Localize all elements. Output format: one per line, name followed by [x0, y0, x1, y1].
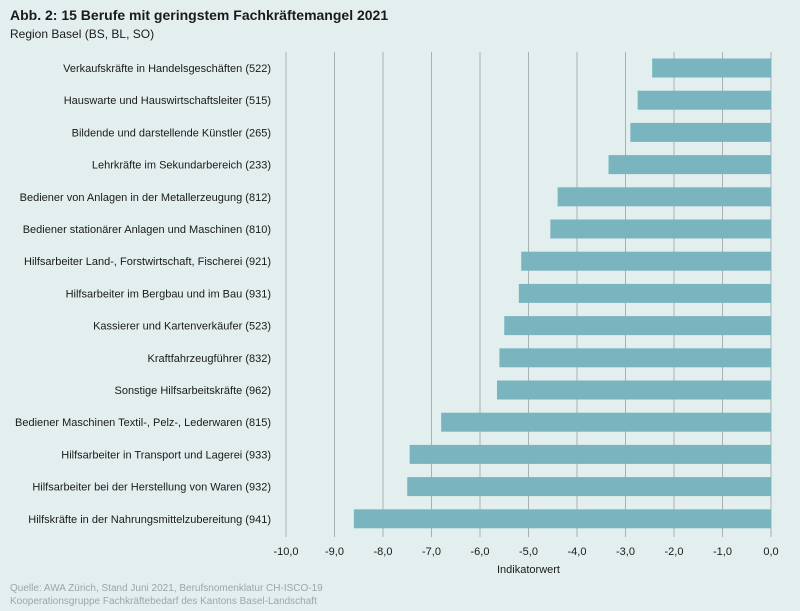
source-line-2: Kooperationsgruppe Fachkräftebedarf des … [10, 596, 317, 607]
bar [496, 380, 771, 400]
bar [407, 477, 771, 497]
bar [630, 122, 771, 142]
category-label: Hilfsarbeiter bei der Herstellung von Wa… [32, 482, 271, 494]
x-tick-label: -5,0 [519, 546, 538, 558]
bars [353, 58, 771, 529]
bar [637, 90, 771, 110]
bar [409, 444, 771, 464]
category-label: Hilfsarbeiter im Bergbau und im Bau (931… [66, 288, 271, 300]
category-label: Hauswarte und Hauswirtschaftsleiter (515… [64, 95, 271, 107]
x-axis-title: Indikatorwert [497, 564, 560, 576]
bar [441, 412, 771, 432]
category-labels: Verkaufskräfte in Handelsgeschäften (522… [15, 63, 271, 526]
category-label: Kassierer und Kartenverkäufer (523) [93, 321, 271, 333]
bar [652, 58, 771, 78]
bar [608, 155, 771, 175]
category-label: Hilfsarbeiter Land-, Forstwirtschaft, Fi… [24, 256, 271, 268]
category-label: Kraftfahrzeugführer (832) [147, 353, 271, 365]
x-tick-label: -1,0 [713, 546, 732, 558]
category-label: Verkaufskräfte in Handelsgeschäften (522… [63, 63, 271, 75]
source-line-1: Quelle: AWA Zürich, Stand Juni 2021, Ber… [10, 583, 323, 594]
bar [557, 187, 771, 207]
category-label: Bediener von Anlagen in der Metallerzeug… [20, 192, 271, 204]
category-label: Bildende und darstellende Künstler (265) [72, 127, 271, 139]
x-tick-label: -4,0 [568, 546, 587, 558]
category-label: Sonstige Hilfsarbeitskräfte (962) [114, 385, 271, 397]
x-tick-label: -7,0 [422, 546, 441, 558]
bar [550, 219, 771, 239]
bar [504, 316, 771, 336]
bar-chart: Verkaufskräfte in Handelsgeschäften (522… [15, 52, 779, 576]
x-tick-label: -8,0 [374, 546, 393, 558]
x-tick-label: -2,0 [665, 546, 684, 558]
source-note: Quelle: AWA Zürich, Stand Juni 2021, Ber… [10, 582, 323, 608]
x-tick-label: 0,0 [763, 546, 778, 558]
x-tick-label: -9,0 [325, 546, 344, 558]
bar [521, 251, 771, 271]
chart-subtitle: Region Basel (BS, BL, SO) [10, 27, 155, 41]
category-label: Hilfsarbeiter in Transport und Lagerei (… [61, 449, 271, 461]
bar [518, 283, 771, 303]
category-label: Lehrkräfte im Sekundarbereich (233) [92, 160, 271, 172]
bar [499, 348, 771, 368]
x-tick-label: -6,0 [471, 546, 490, 558]
category-label: Bediener stationärer Anlagen und Maschin… [23, 224, 271, 236]
x-tick-label: -10,0 [273, 546, 298, 558]
x-tick-label: -3,0 [616, 546, 635, 558]
x-tick-labels: -10,0 -9,0 -8,0 -7,0 -6,0 -5,0 -4,0 -3,0 -2,0 -1,… [273, 546, 778, 558]
chart-title: Abb. 2: 15 Berufe mit geringstem Fachkrä… [10, 7, 389, 23]
category-label: Hilfskräfte in der Nahrungsmittelzuberei… [28, 514, 271, 526]
category-label: Bediener Maschinen Textil-, Pelz-, Leder… [15, 417, 271, 429]
bar [353, 509, 771, 529]
